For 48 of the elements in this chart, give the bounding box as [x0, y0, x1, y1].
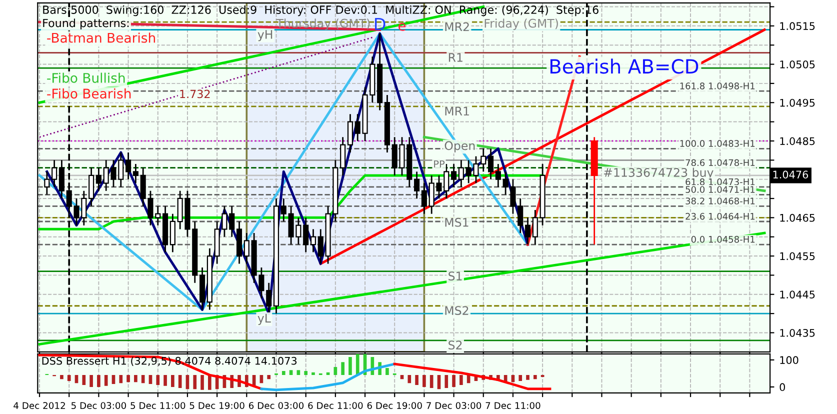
annotation: Friday (GMT)	[484, 18, 558, 30]
y-tick-label: 100	[780, 356, 798, 364]
y-tick-label: 1.0445	[780, 290, 815, 298]
x-tick-label: 5 Dec 11:00	[130, 402, 186, 410]
y-tick-label: 1.0505	[780, 60, 815, 68]
ref-line-label: S2	[448, 340, 462, 350]
y-tick-label: 1.0485	[780, 137, 815, 146]
ref-line-label: 61.8 1.0473-H1	[686, 178, 755, 186]
annotation: DSS Bressert H1 (32,9,5) 8.4074 8.4074 14.1073	[42, 356, 297, 366]
ref-line-label: 38.2 1.0468-H1	[686, 198, 755, 204]
x-tick-label: 6 Dec 11:00	[308, 402, 363, 410]
x-tick-label: 5 Dec 03:00	[71, 402, 126, 410]
ref-line-label: Open	[444, 141, 475, 152]
annotation: -Batman Bearish	[47, 32, 156, 43]
x-tick-label: 4 Dec 2012	[14, 402, 65, 410]
ref-line-label: yL	[258, 314, 271, 325]
y-tick-label: 0	[780, 383, 786, 392]
ref-line-label: MR2	[445, 22, 469, 32]
ref-line-label: R1	[448, 53, 462, 62]
y-tick-label: 1.0465	[780, 214, 815, 222]
annotation: -Fibo Bullish	[47, 72, 125, 83]
ref-line-label: 1.0476	[773, 170, 808, 179]
y-tick-label: 1.0435	[780, 328, 815, 337]
ref-line-label: 100.0 1.0483-H1	[680, 140, 755, 147]
ref-line-label: 50.0 1.0471-H1	[686, 186, 755, 193]
y-tick-label: 1.0455	[780, 252, 815, 260]
ref-line-label: 161.8 1.0498-H1	[680, 82, 755, 90]
annotation: -Fibo Bearish	[47, 88, 131, 99]
ref-line-label: MS1	[445, 218, 468, 227]
ref-line-label: #1133674723 buy	[604, 168, 714, 180]
ref-line-label: 78.6 1.0478-H1	[686, 159, 755, 166]
annotation: 1.732	[180, 90, 210, 98]
ref-line-label: MR1	[445, 106, 469, 116]
x-tick-label: 6 Dec 03:00	[248, 402, 304, 410]
ref-line-label: MS2	[445, 306, 468, 316]
x-tick-label: 5 Dec 19:00	[190, 402, 244, 410]
y-tick-label: 1.0495	[780, 98, 815, 107]
annotation: Found patterns:	[43, 18, 129, 30]
ref-line-label: S1	[448, 272, 462, 280]
ref-line-label: yH	[258, 30, 272, 42]
x-tick-label: 7 Dec 11:00	[486, 402, 540, 410]
y-tick-label: 1.0515	[780, 22, 815, 30]
annotation: Bearish AB=CD	[550, 58, 698, 74]
ref-line-label: 23.6 1.0464-H1	[686, 212, 755, 220]
x-tick-label: 7 Dec 03:00	[426, 402, 482, 410]
ref-line-label: PP	[434, 160, 445, 168]
x-tick-label: 6 Dec 19:00	[367, 402, 422, 410]
ref-line-label: 0.0 1.0458-H1	[691, 236, 755, 243]
